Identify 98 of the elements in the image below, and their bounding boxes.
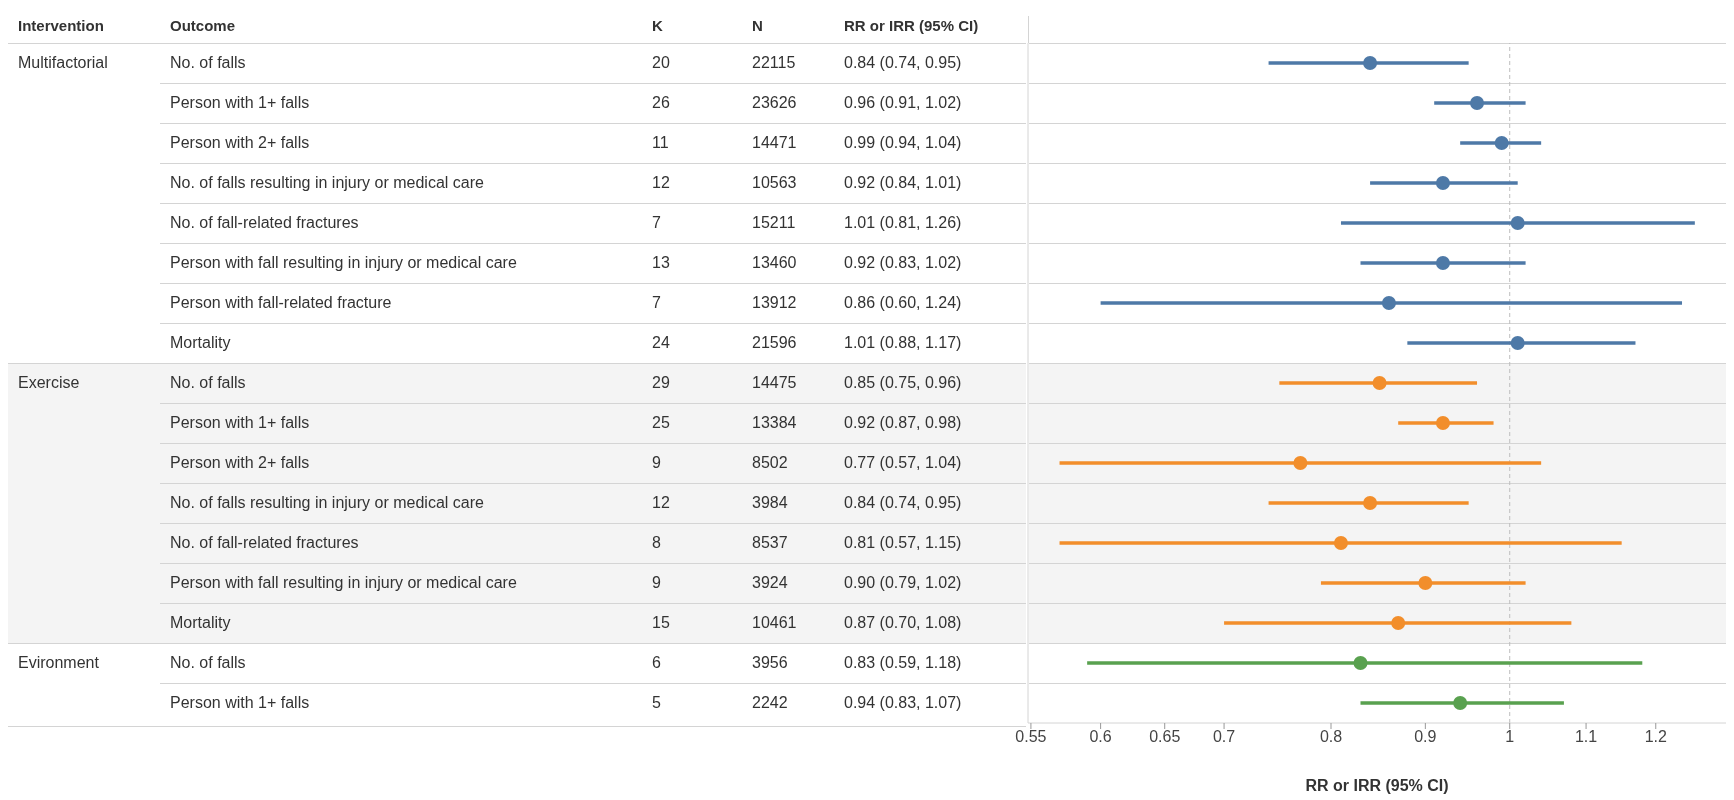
category-label: Person with 2+ falls [170,133,310,153]
point [1453,696,1468,710]
data-label: 29 [652,373,670,393]
category-label: Person with 1+ falls [170,693,310,713]
data-label: 8502 [752,453,788,473]
point [1435,176,1450,190]
point [1418,576,1433,590]
data-label: 9 [652,573,661,593]
data-label: 12 [652,173,670,193]
point [1353,656,1368,670]
text: Outcome [170,16,236,36]
point [1470,96,1485,110]
data-label: 3924 [752,573,788,593]
category-label: No. of fall-related fractures [170,213,359,233]
point [1381,296,1396,310]
x-axis-title: RR or IRR (95% CI) [1305,777,1449,794]
point [1435,416,1450,430]
data-label: 26 [652,93,670,113]
x-tick-label: 1.1 [1574,728,1598,746]
category-label: No. of fall-related fractures [170,533,359,553]
data-label: 0.99 (0.94, 1.04) [844,133,962,153]
data-label: 8 [652,533,661,553]
data-label: 14471 [752,133,797,153]
category-label: Person with 1+ falls [170,93,310,113]
data-label: 3956 [752,653,788,673]
x-tick-label: 0.6 [1089,728,1112,746]
x-tick-label: 0.55 [1015,728,1047,746]
x-tick-label: 0.65 [1149,728,1181,746]
data-label: 1.01 (0.81, 1.26) [844,213,962,233]
x-tick-label: 0.8 [1319,728,1343,746]
data-label: 11 [652,133,669,153]
data-label: 14475 [752,373,797,393]
data-label: 13460 [752,253,797,273]
point [1372,376,1387,390]
text: N [752,16,763,36]
x-tick-label: 0.9 [1414,728,1437,746]
data-label: 0.81 (0.57, 1.15) [844,533,962,553]
data-label: 8537 [752,533,788,553]
data-label: 0.86 (0.60, 1.24) [844,293,962,313]
category-label: Mortality [170,333,231,353]
data-label: 0.92 (0.87, 0.98) [844,413,962,433]
data-label: 20 [652,53,670,73]
data-label: 0.90 (0.79, 1.02) [844,573,962,593]
data-label: 0.92 (0.84, 1.01) [844,173,962,193]
point [1363,496,1378,510]
data-label: 0.77 (0.57, 1.04) [844,453,962,473]
text: Evironment [18,653,99,673]
data-label: 15211 [752,213,796,233]
category-label: No. of falls resulting in injury or medical care [170,493,484,513]
data-label: 0.85 (0.75, 0.96) [844,373,962,393]
data-label: 25 [652,413,670,433]
data-label: 0.96 (0.91, 1.02) [844,93,962,113]
category-label: Person with fall-related fracture [170,293,392,313]
data-label: 6 [652,653,661,673]
data-label: 13 [652,253,670,273]
text: RR or IRR (95% CI) [844,16,979,36]
data-label: 10563 [752,173,797,193]
data-label: 15 [652,613,670,633]
text: Exercise [18,373,80,393]
data-label: 24 [652,333,670,353]
point [1363,56,1378,70]
category-label: Person with fall resulting in injury or medical care [170,253,517,273]
data-label: 22115 [752,53,796,73]
category-label: No. of falls [170,53,246,73]
data-label: 1.01 (0.88, 1.17) [844,333,962,353]
text: Multifactorial [18,53,108,73]
data-label: 21596 [752,333,797,353]
category-label: No. of falls resulting in injury or medical care [170,173,484,193]
data-label: 0.92 (0.83, 1.02) [844,253,962,273]
data-label: 7 [652,213,661,233]
text: K [652,16,663,36]
data-label: 0.83 (0.59, 1.18) [844,653,962,673]
data-label: 10461 [752,613,797,633]
data-label: 0.87 (0.70, 1.08) [844,613,962,633]
data-label: 13912 [752,293,797,313]
x-tick-label: 0.7 [1212,728,1236,746]
category-label: Person with 1+ falls [170,413,310,433]
point [1391,616,1406,630]
x-tick-label: 1 [1505,728,1515,746]
data-label: 0.84 (0.74, 0.95) [844,53,962,73]
data-label: 2242 [752,693,788,713]
data-label: 0.94 (0.83, 1.07) [844,693,962,713]
data-label: 0.84 (0.74, 0.95) [844,493,962,513]
data-label: 7 [652,293,661,313]
data-label: 12 [652,493,670,513]
category-label: Mortality [170,613,231,633]
data-label: 23626 [752,93,797,113]
category-label: No. of falls [170,653,246,673]
data-label: 9 [652,453,661,473]
category-label: No. of falls [170,373,246,393]
category-label: Person with fall resulting in injury or medical care [170,573,517,593]
point [1435,256,1450,270]
data-label: 5 [652,693,661,713]
x-tick-label: 1.2 [1644,728,1667,746]
data-label: 3984 [752,493,788,513]
data-label: 13384 [752,413,797,433]
category-label: Person with 2+ falls [170,453,310,473]
legend-title: Intervention [18,16,104,36]
